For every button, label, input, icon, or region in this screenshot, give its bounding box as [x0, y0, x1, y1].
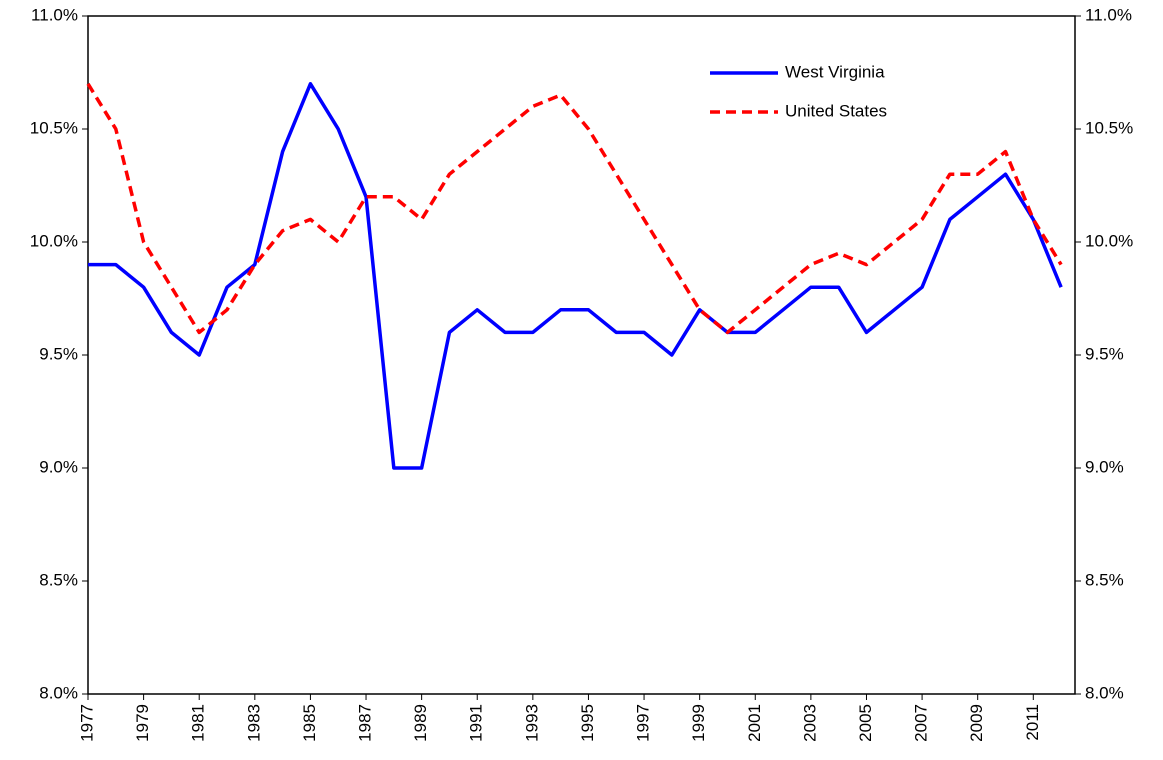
- x-tick-label: 1983: [244, 704, 263, 742]
- x-tick-label: 1987: [356, 704, 375, 742]
- x-tick-label: 1985: [300, 704, 319, 742]
- y-tick-label: 10.0%: [30, 231, 78, 250]
- y2-tick-label: 9.0%: [1085, 457, 1124, 476]
- y-tick-label: 11.0%: [31, 5, 78, 24]
- x-tick-label: 2003: [800, 704, 819, 742]
- y2-tick-label: 10.5%: [1085, 118, 1133, 137]
- x-tick-label: 2009: [967, 704, 986, 742]
- x-tick-label: 1977: [77, 704, 96, 742]
- y2-tick-label: 10.0%: [1085, 231, 1133, 250]
- y2-tick-label: 9.5%: [1085, 344, 1124, 363]
- x-tick-label: 1993: [522, 704, 541, 742]
- y2-tick-label: 8.5%: [1085, 570, 1124, 589]
- x-tick-label: 1999: [689, 704, 708, 742]
- x-tick-label: 1979: [133, 704, 152, 742]
- y-tick-label: 10.5%: [30, 118, 78, 137]
- x-tick-label: 2011: [1023, 704, 1042, 741]
- x-tick-label: 1989: [411, 704, 430, 742]
- x-tick-label: 2001: [745, 704, 764, 742]
- legend-label: West Virginia: [785, 62, 885, 81]
- plot-frame: [87, 15, 1076, 695]
- x-tick-label: 1997: [634, 704, 653, 742]
- legend-label: United States: [785, 101, 887, 120]
- y-tick-label: 9.0%: [39, 457, 78, 476]
- series-line: [88, 82, 1063, 470]
- x-tick-label: 2007: [912, 704, 931, 742]
- y-tick-label: 8.5%: [39, 570, 78, 589]
- y-tick-label: 8.0%: [39, 683, 78, 702]
- y-tick-label: 9.5%: [39, 344, 78, 363]
- x-tick-label: 1981: [189, 704, 208, 742]
- x-tick-label: 1991: [467, 704, 486, 742]
- y2-tick-label: 11.0%: [1085, 5, 1132, 24]
- x-tick-label: 1995: [578, 704, 597, 742]
- x-tick-label: 2005: [856, 704, 875, 742]
- y2-tick-label: 8.0%: [1085, 683, 1124, 702]
- series-line: [86, 82, 1063, 335]
